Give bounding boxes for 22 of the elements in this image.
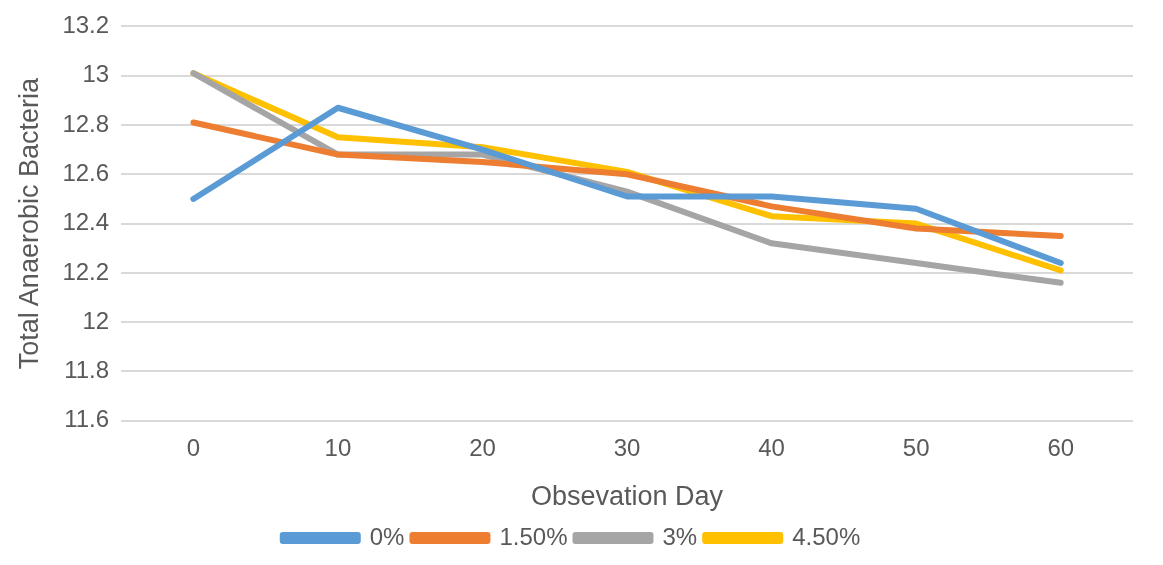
x-tick-label: 20 xyxy=(469,433,496,461)
x-tick-label: 40 xyxy=(758,433,785,461)
y-tick-label: 13 xyxy=(82,60,110,88)
x-tick-label: 0 xyxy=(186,433,201,461)
y-tick-label: 11.8 xyxy=(64,356,110,384)
y-tick-label: 12.2 xyxy=(62,257,110,285)
y-axis-title: Total Anaerobic Bacteria xyxy=(13,77,44,370)
y-tick-label: 12.4 xyxy=(62,208,110,236)
y-tick-label: 12 xyxy=(82,306,110,334)
x-tick-label: 60 xyxy=(1047,433,1075,461)
y-tick-label: 12.6 xyxy=(62,158,110,186)
x-tick-label: 30 xyxy=(613,433,641,461)
x-tick-label: 10 xyxy=(324,433,352,461)
y-tick-label: 12.8 xyxy=(62,109,110,137)
legend-label: 4.50% xyxy=(792,522,861,550)
legend-label: 3% xyxy=(662,522,698,550)
legend-label: 1.50% xyxy=(499,522,568,550)
legend-label: 0% xyxy=(369,522,405,550)
x-axis-title: Obsevation Day xyxy=(531,481,724,512)
y-tick-label: 13.2 xyxy=(62,11,110,39)
x-tick-label: 50 xyxy=(902,433,930,461)
y-tick-label: 11.6 xyxy=(64,405,110,433)
